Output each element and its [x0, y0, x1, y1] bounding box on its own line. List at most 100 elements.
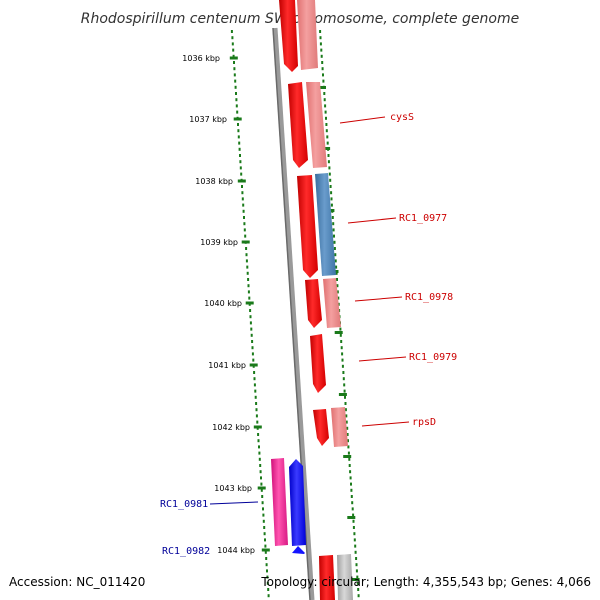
left-track-dot [237, 135, 240, 139]
right-track-dot [346, 426, 349, 430]
left-track-dot [267, 594, 270, 598]
right-track-dot [336, 290, 339, 294]
left-track-dot [253, 371, 256, 374]
major-tick-left [241, 240, 250, 244]
right-track-dot [320, 54, 323, 58]
right-track-dot [341, 364, 344, 368]
gene-arrow-0981-magenta [271, 458, 288, 546]
left-track-dot [235, 98, 238, 102]
right-track-dot [341, 352, 344, 356]
major-tick-left [257, 486, 266, 490]
left-track-dot [241, 185, 243, 188]
major-tick-right [322, 147, 331, 150]
gene-arrows [271, 0, 353, 600]
major-tick-right [338, 393, 347, 396]
right-track-dot [326, 141, 329, 145]
gene-arrow-top-pink [297, 0, 318, 70]
gene-label-RC1_0979[interactable]: RC1_0979 [409, 352, 457, 363]
left-track-dot [262, 507, 264, 511]
gene-arrow-0979-red [310, 334, 326, 393]
gene-label-RC1_0981[interactable]: RC1_0981 [160, 499, 208, 510]
major-tick-right [351, 578, 360, 581]
left-track-dot [261, 501, 264, 505]
kbp-label: 1043 kbp [214, 484, 252, 493]
left-track-dot [236, 110, 239, 114]
gene-label-RC1_0977[interactable]: RC1_0977 [399, 213, 447, 224]
right-track-dot [348, 464, 351, 467]
right-track-dot [333, 234, 335, 238]
left-track-dot [231, 42, 234, 46]
right-track-dot [324, 104, 327, 108]
gene-arrow-0978-red [305, 279, 322, 328]
left-track-dot [237, 129, 240, 133]
left-track-dot [233, 73, 236, 77]
right-track-dot [341, 358, 344, 362]
left-track-dot [233, 67, 236, 71]
major-tick-left [249, 363, 258, 367]
left-track-dot [255, 414, 258, 418]
left-track-dot [243, 222, 246, 226]
kbp-label: 1044 kbp [217, 546, 255, 555]
left-track-dot [246, 271, 249, 275]
left-track-dot [247, 278, 250, 281]
gene-arrow-top-red [279, 0, 298, 72]
major-tick-left [237, 179, 246, 183]
major-tick-right [343, 455, 352, 458]
right-track-dot [355, 563, 358, 567]
gene-label-cysS[interactable]: cysS [390, 112, 414, 123]
right-track-dot [322, 79, 325, 83]
right-track-dot [321, 67, 324, 71]
left-track-dot [247, 290, 250, 294]
left-track-dot [234, 85, 237, 89]
right-track-dot [347, 445, 350, 449]
right-track-dot [344, 408, 347, 412]
right-track-dot [335, 265, 338, 269]
right-track-dot [336, 278, 338, 281]
left-track-dot [232, 54, 235, 58]
left-track-dot [253, 383, 256, 387]
right-track-dot [351, 507, 354, 511]
gene-arrow-cysS-pink [306, 82, 327, 168]
right-track-dot [355, 569, 358, 573]
right-track-dot [332, 222, 335, 226]
major-tick-right [334, 331, 343, 334]
major-tick-left [253, 425, 262, 429]
left-track-dot [232, 48, 235, 52]
gene-arrow-0978-pink [323, 278, 341, 328]
left-track-dot [241, 197, 244, 201]
left-track-dot [231, 36, 234, 40]
gene-labels: cysS RC1_0977 RC1_0978 RC1_0979 rpsD RC1… [160, 112, 457, 557]
right-track-dot [325, 123, 328, 126]
gene-arrow-bottom-red [319, 555, 335, 600]
left-track-dot [255, 408, 258, 412]
connector-RC1_0981 [209, 501, 259, 505]
right-track-dot [347, 451, 350, 455]
right-track-dot [343, 383, 346, 387]
right-track-dot [331, 216, 334, 219]
left-track-dot [266, 569, 268, 573]
left-track-dot [267, 588, 270, 591]
gene-arrow-0981-blue [289, 459, 306, 546]
gene-label-RC1_0978[interactable]: RC1_0978 [405, 292, 453, 303]
gene-label-rpsD[interactable]: rpsD [412, 417, 436, 428]
kbp-label: 1036 kbp [182, 54, 220, 63]
left-track-dot [248, 296, 251, 300]
accession-text: Accession: NC_011420 [9, 575, 145, 589]
connector-cysS [339, 116, 386, 124]
major-tick-left [229, 56, 238, 60]
left-track-dot [239, 166, 242, 170]
left-track-dot [262, 519, 265, 523]
right-track-dot [345, 420, 348, 424]
right-track-dot [343, 389, 346, 393]
right-track-dot [352, 513, 355, 517]
major-tick-left [233, 117, 242, 121]
left-track-dot [254, 389, 257, 393]
left-track-dot [233, 61, 235, 64]
topology-text: Topology: circular; Length: 4,355,543 bp… [260, 575, 591, 589]
gene-label-RC1_0982[interactable]: RC1_0982 [162, 546, 210, 557]
left-track-dot [245, 259, 248, 263]
right-track-dot [342, 377, 345, 381]
right-track-dot [319, 42, 322, 46]
right-track-dot [353, 532, 356, 536]
right-track-dot [339, 333, 342, 337]
